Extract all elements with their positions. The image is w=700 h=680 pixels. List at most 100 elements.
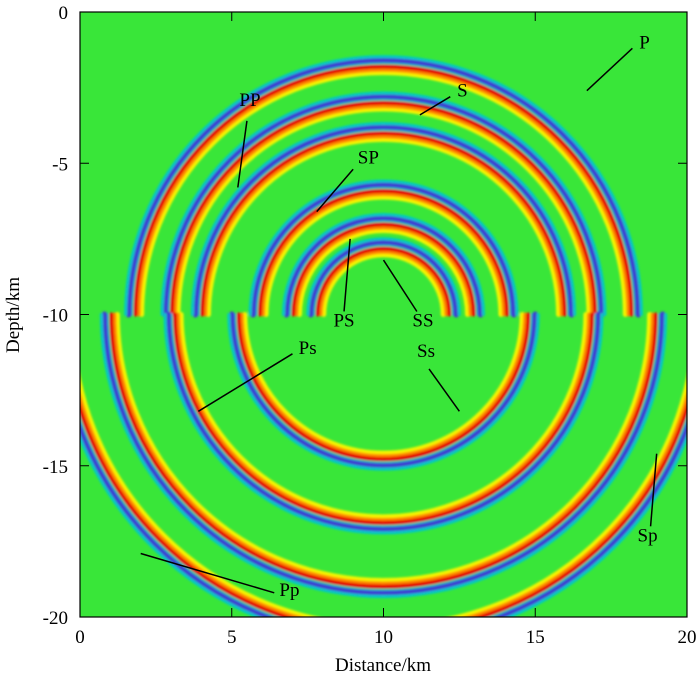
annotation-label: Pp [279, 580, 299, 601]
wavefront-band [296, 228, 471, 317]
annotation-pp: Pp [140, 552, 299, 601]
y-tick-label: -10 [43, 306, 68, 327]
wavefront-band [166, 97, 601, 316]
annotation-sp: Sp [638, 453, 658, 546]
annotation-ps: PS [333, 238, 355, 332]
y-tick-label: -5 [52, 154, 68, 175]
x-tick-label: 20 [678, 627, 697, 648]
y-tick-label: -20 [43, 608, 68, 629]
annotation-label: P [639, 32, 650, 53]
wavefront-band [133, 64, 634, 317]
wavefront-band [318, 249, 449, 317]
annotation-s: S [419, 81, 468, 116]
annotation-leader-line [649, 453, 658, 527]
annotation-label: SP [358, 147, 379, 168]
x-axis-ticks: 0 5 10 15 20 [75, 12, 697, 648]
annotation-label: S [457, 81, 468, 102]
wavefront-band [228, 311, 539, 470]
wavefront-sp [248, 179, 519, 318]
wavefront-band [80, 373, 687, 617]
wavefront-band [263, 194, 504, 317]
annotation-leader-line [316, 168, 354, 213]
wavefront-ss [227, 311, 540, 471]
wavefront-band [114, 312, 653, 584]
wavefront-band [307, 238, 460, 318]
wavefront-band [321, 252, 446, 317]
wavefront-band [80, 433, 687, 617]
wavefront-band [258, 189, 509, 317]
annotation-ss: Ss [417, 341, 460, 412]
wavefront-band [101, 311, 666, 597]
annotation-sp: SP [316, 147, 379, 213]
wavefront-band [205, 136, 562, 317]
wavefronts-layer [80, 55, 687, 617]
wavefront-band [254, 185, 513, 316]
wavefront-band [287, 219, 480, 316]
wavefront-band [165, 311, 602, 533]
wavefront-band [242, 312, 525, 456]
wavefront-band [139, 70, 628, 317]
annotation-leader-line [237, 120, 248, 188]
wavefront-band [105, 313, 662, 593]
wavefront-band [169, 313, 598, 529]
wavefront-ps [163, 311, 604, 535]
wavefront-band [80, 420, 687, 617]
wavefront-band [80, 401, 687, 617]
wavefront-band [130, 61, 637, 316]
wavefront-band [250, 181, 517, 318]
wavefront-band [236, 312, 531, 462]
wavefront-ss [306, 237, 461, 318]
wavefront-band [136, 67, 631, 317]
annotation-leader-line [140, 552, 275, 594]
wavefront-pp [160, 91, 607, 318]
wavefront-band [99, 313, 668, 599]
annotation-leader-line [343, 238, 351, 312]
wavefront-pp [99, 311, 668, 599]
wavefront-band [175, 106, 592, 317]
wavefront-band [248, 179, 519, 316]
wavefront-band [162, 93, 605, 318]
annotation-leader-line [586, 47, 633, 92]
wavefront-band [261, 192, 506, 317]
wavefront-band [124, 55, 643, 316]
annotation-label: Ss [417, 341, 435, 362]
wavefront-band [125, 56, 642, 318]
annotation-pp: PP [237, 90, 261, 188]
wavefront-band [294, 225, 473, 317]
wavefront-band [190, 121, 577, 316]
wavefront-band [80, 416, 687, 617]
wavefront-band [160, 91, 607, 316]
wavefront-band [315, 246, 452, 317]
wavefront-band [200, 131, 567, 317]
x-tick-label: 5 [227, 627, 237, 648]
y-tick-label: -15 [43, 457, 68, 478]
wavefront-band [109, 312, 658, 589]
annotation-leader-line [419, 96, 451, 116]
x-tick-label: 0 [75, 627, 85, 648]
wavefront-band [173, 104, 594, 317]
annotation-label: PP [239, 90, 260, 111]
x-tick-label: 10 [374, 627, 393, 648]
annotation-p: P [586, 32, 650, 92]
annotation-leader-line [197, 353, 293, 412]
annotation-ps: Ps [197, 338, 317, 412]
wavefront-band [239, 312, 528, 459]
wavefront-band [178, 312, 589, 520]
wavefront-band [227, 313, 540, 471]
x-tick-label: 15 [526, 627, 545, 648]
wavefront-band [173, 312, 594, 525]
wavefront-band [283, 214, 484, 318]
annotation-label: Sp [638, 525, 658, 546]
y-tick-label: 0 [59, 3, 69, 24]
wavefront-p [124, 55, 643, 318]
wavefront-band [163, 313, 604, 535]
wavefront-band [281, 212, 486, 316]
wavefront-band [192, 123, 575, 318]
annotation-leader-line [382, 259, 418, 312]
x-axis-title: Distance/km [335, 655, 431, 676]
annotation-ss: SS [382, 259, 434, 332]
wavefront-band [170, 101, 597, 317]
wavefront-band [203, 134, 564, 317]
wavefront-band [112, 312, 655, 586]
